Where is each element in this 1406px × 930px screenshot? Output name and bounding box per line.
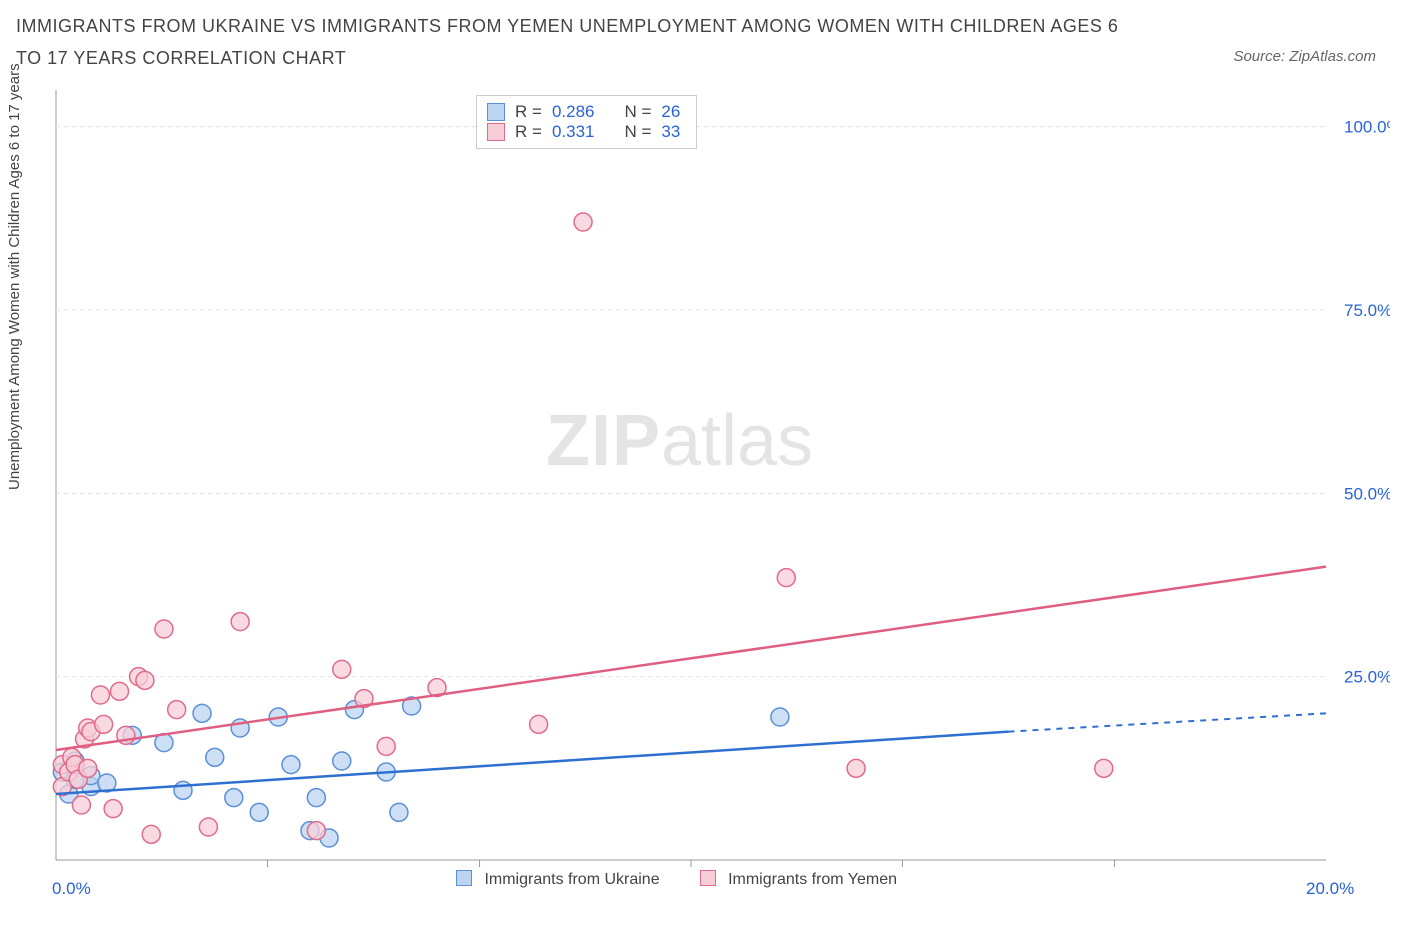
legend-item-yemen: Immigrants from Yemen bbox=[700, 870, 897, 889]
swatch-ukraine-icon bbox=[456, 870, 472, 886]
swatch-yemen-icon bbox=[700, 870, 716, 886]
legend-label-yemen: Immigrants from Yemen bbox=[728, 871, 897, 888]
swatch-ukraine bbox=[487, 103, 505, 121]
legend-item-ukraine: Immigrants from Ukraine bbox=[456, 870, 660, 889]
stat-r-value-yemen: 0.331 bbox=[552, 122, 595, 142]
stat-n-label: N = bbox=[624, 102, 651, 122]
legend-label-ukraine: Immigrants from Ukraine bbox=[484, 871, 659, 888]
correlation-stats-box: R = 0.286 N = 26 R = 0.331 N = 33 bbox=[476, 95, 697, 149]
stats-row-ukraine: R = 0.286 N = 26 bbox=[487, 102, 680, 122]
source-label: Source: ZipAtlas.com bbox=[1233, 48, 1376, 65]
legend-bottom: Immigrants from Ukraine Immigrants from … bbox=[456, 870, 897, 889]
stat-r-label: R = bbox=[515, 102, 542, 122]
svg-text:20.0%: 20.0% bbox=[1306, 879, 1354, 898]
stats-row-yemen: R = 0.331 N = 33 bbox=[487, 122, 680, 142]
svg-text:75.0%: 75.0% bbox=[1344, 301, 1390, 320]
stat-r-label: R = bbox=[515, 122, 542, 142]
chart-title: IMMIGRANTS FROM UKRAINE VS IMMIGRANTS FR… bbox=[16, 10, 1136, 75]
title-area: IMMIGRANTS FROM UKRAINE VS IMMIGRANTS FR… bbox=[16, 10, 1136, 75]
stat-n-value-ukraine: 26 bbox=[661, 102, 680, 122]
scatter-chart: 25.0% 50.0% 75.0% 100.0% 0.0% 20.0% bbox=[16, 90, 1390, 910]
chart-area: Unemployment Among Women with Children A… bbox=[16, 90, 1390, 910]
stat-r-value-ukraine: 0.286 bbox=[552, 102, 595, 122]
svg-text:50.0%: 50.0% bbox=[1344, 484, 1390, 503]
y-axis-label: Unemployment Among Women with Children A… bbox=[6, 63, 23, 490]
svg-text:100.0%: 100.0% bbox=[1344, 118, 1390, 137]
stat-n-value-yemen: 33 bbox=[661, 122, 680, 142]
svg-text:25.0%: 25.0% bbox=[1344, 668, 1390, 687]
svg-text:0.0%: 0.0% bbox=[52, 879, 91, 898]
swatch-yemen bbox=[487, 123, 505, 141]
stat-n-label: N = bbox=[624, 122, 651, 142]
